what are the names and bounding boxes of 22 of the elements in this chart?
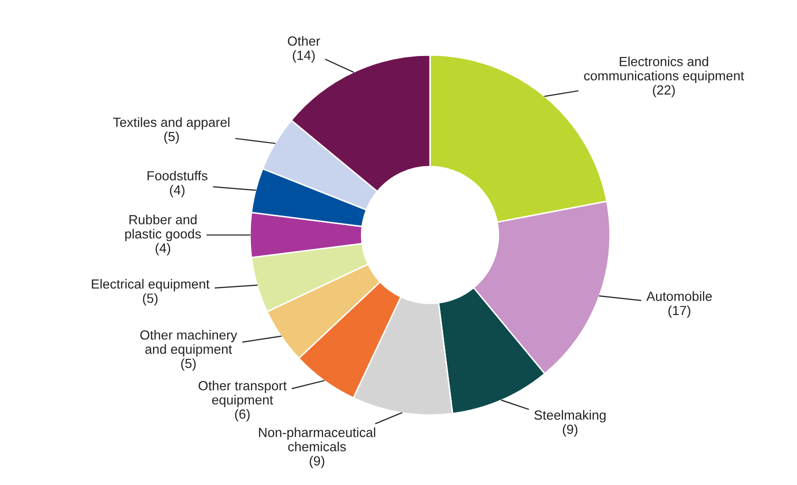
data-label: (5) <box>181 358 196 371</box>
data-label: (5) <box>142 293 158 306</box>
data-label: (17) <box>668 305 690 318</box>
slice-label: Electrical equipment <box>92 278 210 292</box>
data-label: (14) <box>292 50 315 63</box>
data-label: (5) <box>164 132 179 144</box>
slice-label: Textiles and apparel <box>113 117 230 130</box>
slice-label: Steelmaking <box>534 410 606 422</box>
slice-label: Foodstuffs <box>148 170 208 180</box>
data-label: (4) <box>156 243 170 256</box>
data-label: (9) <box>562 424 578 437</box>
slice-label: Automobile <box>646 291 712 301</box>
slice-label: Other machinery and equipment <box>140 330 238 356</box>
slice-label: Electronics and communications equipment <box>584 56 744 84</box>
slice-label: Rubber and plastic goods <box>125 214 201 242</box>
data-label: (4) <box>170 184 184 198</box>
data-label: (9) <box>310 456 324 468</box>
data-label: (6) <box>235 409 250 422</box>
slice-label: Other <box>288 36 320 46</box>
slice-label: Other transport equipment <box>198 380 287 408</box>
slice-label: Non-pharmaceutical chemicals <box>259 427 376 452</box>
data-label: (22) <box>652 84 675 98</box>
